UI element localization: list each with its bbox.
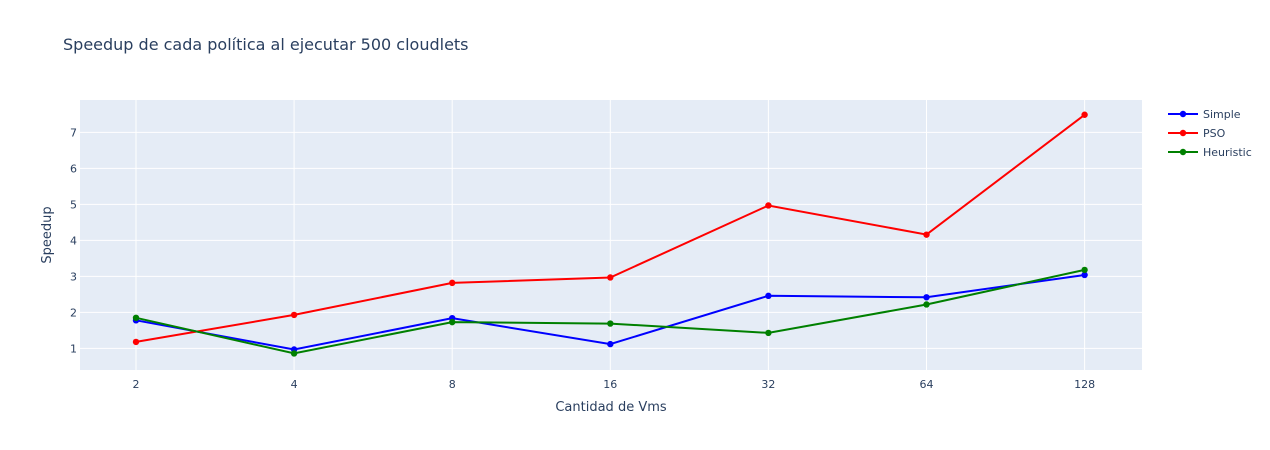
data-point-pso: [290, 311, 298, 319]
y-axis-title: Speedup: [40, 206, 55, 263]
chart-title: Speedup de cada política al ejecutar 500…: [63, 35, 469, 54]
data-point-heuristic: [290, 350, 298, 357]
y-tick-label: 7: [70, 126, 77, 139]
data-point-pso: [765, 202, 772, 209]
x-axis-title: Cantidad de Vms: [555, 400, 667, 415]
legend-item-pso[interactable]: PSO: [1168, 127, 1226, 140]
data-point-heuristic: [607, 320, 614, 327]
x-tick-label: 128: [1074, 378, 1095, 391]
plot-area: [80, 100, 1142, 370]
data-point-pso: [449, 279, 456, 287]
legend-swatch-marker: [1179, 129, 1187, 137]
data-point-simple: [765, 292, 772, 300]
data-point-pso: [923, 231, 930, 238]
y-tick-label: 4: [70, 234, 77, 247]
legend-label: Simple: [1203, 108, 1241, 121]
data-point-simple: [607, 340, 614, 348]
y-tick-label: 5: [70, 198, 77, 211]
series-points: [132, 111, 1088, 357]
data-point-heuristic: [132, 314, 140, 321]
x-axis-ticks: 2 4 8 16 32 64 128: [133, 378, 1096, 391]
legend-swatch-marker: [1179, 148, 1187, 156]
legend-label: PSO: [1203, 127, 1226, 140]
data-point-simple: [923, 294, 930, 301]
x-tick-label: 4: [291, 378, 298, 391]
data-point-pso: [607, 274, 614, 281]
x-tick-label: 2: [133, 378, 140, 391]
legend-swatch-marker: [1179, 110, 1187, 118]
data-point-simple: [1081, 271, 1088, 279]
data-point-heuristic: [1081, 266, 1088, 274]
data-point-heuristic: [765, 329, 772, 337]
data-point-pso: [132, 338, 140, 346]
x-tick-label: 16: [603, 378, 617, 391]
legend-label: Heuristic: [1203, 146, 1252, 159]
y-axis-ticks: 1 2 3 4 5 6 7: [70, 126, 77, 355]
x-tick-label: 64: [920, 378, 934, 391]
y-tick-label: 3: [70, 270, 77, 283]
data-point-heuristic: [449, 318, 456, 326]
x-tick-label: 32: [761, 378, 775, 391]
legend-item-heuristic[interactable]: Heuristic: [1168, 146, 1252, 159]
legend: Simple PSO Heuristic: [1168, 108, 1252, 159]
y-tick-label: 2: [70, 306, 77, 319]
y-tick-label: 6: [70, 162, 77, 175]
data-point-heuristic: [923, 301, 930, 308]
y-tick-label: 1: [70, 342, 77, 355]
data-point-pso: [1081, 111, 1088, 118]
legend-item-simple[interactable]: Simple: [1168, 108, 1241, 121]
x-tick-label: 8: [449, 378, 456, 391]
